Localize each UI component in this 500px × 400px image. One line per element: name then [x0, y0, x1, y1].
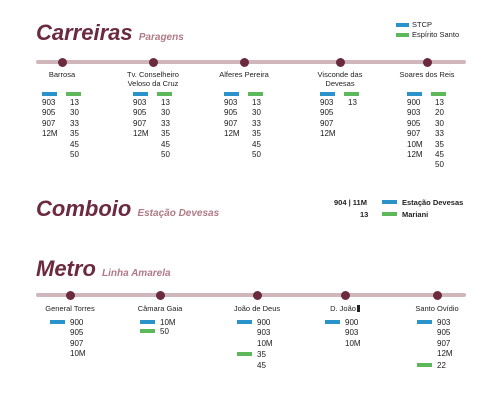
- metro-stcp-lines: 900 903 10M: [257, 318, 273, 348]
- metro-stop-dot: [340, 290, 350, 300]
- comboio-row-2-swatch: [382, 212, 397, 216]
- carreiras-stop-name: Alferes Pereira: [219, 70, 269, 79]
- carreiras-stop-name: Tv. Conselheiro Veloso da Cruz: [127, 70, 179, 88]
- comboio-row-1-swatch: [382, 200, 397, 204]
- metro-stcp-bar: [50, 320, 65, 324]
- carreiras-stcp-bar: [42, 92, 57, 96]
- metro-stop-dot: [155, 290, 165, 300]
- carreiras-es-lines: 13 30 33 35 45 50: [252, 98, 261, 160]
- metro-stop-name: Câmara Gaia: [137, 304, 183, 313]
- metro-stcp-bar: [140, 320, 155, 324]
- metro-es-lines: 35 45: [257, 350, 266, 370]
- metro-stcp-bar: [237, 320, 252, 324]
- legend-es-swatch: [396, 33, 409, 37]
- metro-stop-dot: [65, 290, 75, 300]
- carreiras-stop-dot: [422, 57, 432, 67]
- carreiras-es-lines: 13: [348, 98, 357, 107]
- carreiras-stcp-lines: 903 905 907 12M: [42, 98, 58, 139]
- metro-stcp-bar: [325, 320, 340, 324]
- comboio-row-2-codes: 13: [360, 210, 369, 219]
- metro-title-text: Metro: [36, 256, 96, 281]
- carreiras-stcp-lines: 900 903 905 907 10M 12M: [407, 98, 423, 160]
- carreiras-es-bar: [248, 92, 263, 96]
- comboio-row-2-station: Mariani: [402, 210, 429, 219]
- comboio-row-codes: 904 | 11M: [334, 198, 367, 207]
- metro-es-bar: [140, 329, 155, 334]
- carreiras-es-lines: 13 20 30 33 35 45 50: [435, 98, 444, 170]
- legend-es-label: Espírito Santo: [412, 30, 460, 39]
- carreiras-title: Carreiras Paragens: [36, 20, 184, 46]
- carreiras-stcp-bar: [320, 92, 335, 96]
- comboio-title-text: Comboio: [36, 196, 132, 221]
- carreiras-subtitle: Paragens: [138, 32, 184, 43]
- carreiras-stcp-bar: [224, 92, 239, 96]
- legend-stcp-label: STCP: [412, 20, 433, 29]
- carreiras-route-line: [36, 60, 466, 64]
- metro-es-bar: [417, 362, 432, 367]
- metro-title: Metro Linha Amarela: [36, 256, 171, 282]
- metro-stcp-bar: [417, 320, 432, 324]
- carreiras-es-bar: [344, 92, 359, 96]
- carreiras-stcp-bar: [407, 92, 422, 96]
- carreiras-stop-dot: [239, 57, 249, 67]
- metro-route-line: [36, 293, 466, 297]
- metro-es-bar: [237, 352, 252, 357]
- carreiras-title-text: Carreiras: [36, 20, 133, 45]
- metro-stcp-lines: 900 905 907 10M: [70, 318, 86, 359]
- comboio-subtitle: Estação Devesas: [137, 208, 220, 219]
- metro-stcp-lines: 900 903 10M: [345, 318, 361, 348]
- carreiras-es-bar: [431, 92, 446, 96]
- text-cursor-icon: [356, 305, 360, 312]
- carreiras-es-bar: [157, 92, 172, 96]
- metro-es-lines: 50: [160, 327, 169, 337]
- metro-subtitle: Linha Amarela: [102, 268, 171, 279]
- metro-stcp-lines: 10M: [160, 318, 176, 327]
- legend-stcp-swatch: [396, 23, 409, 27]
- carreiras-stop-dot: [335, 57, 345, 67]
- carreiras-es-bar: [66, 92, 81, 96]
- carreiras-stop-name: Soares dos Reis: [399, 70, 455, 79]
- metro-stop-name: João de Deus: [233, 304, 281, 313]
- carreiras-es-lines: 13 30 33 35 45 50: [161, 98, 170, 160]
- carreiras-stop-name: Visconde das Devesas: [317, 70, 363, 88]
- metro-stop-name: General Torres: [45, 304, 95, 313]
- carreiras-es-lines: 13 30 33 35 45 50: [70, 98, 79, 160]
- metro-stop-dot: [252, 290, 262, 300]
- metro-es-lines: 22: [437, 360, 446, 370]
- metro-stcp-lines: 903 905 907 12M: [437, 318, 453, 359]
- carreiras-stcp-lines: 903 905 907 12M: [133, 98, 149, 139]
- carreiras-stcp-lines: 903 905 907 12M: [224, 98, 240, 139]
- comboio-title: Comboio Estação Devesas: [36, 196, 219, 222]
- carreiras-stcp-bar: [133, 92, 148, 96]
- carreiras-stcp-lines: 903 905 907 12M: [320, 98, 336, 139]
- metro-stop-name: D. João: [305, 304, 385, 313]
- carreiras-stop-dot: [57, 57, 67, 67]
- metro-stop-name: Santo Ovídio: [415, 304, 459, 313]
- comboio-row-1-station: Estação Devesas: [402, 198, 464, 207]
- carreiras-stop-name: Barrosa: [48, 70, 76, 79]
- carreiras-stop-dot: [148, 57, 158, 67]
- metro-stop-dot: [432, 290, 442, 300]
- comboio-row-1-codes: 904 | 11M: [334, 198, 367, 207]
